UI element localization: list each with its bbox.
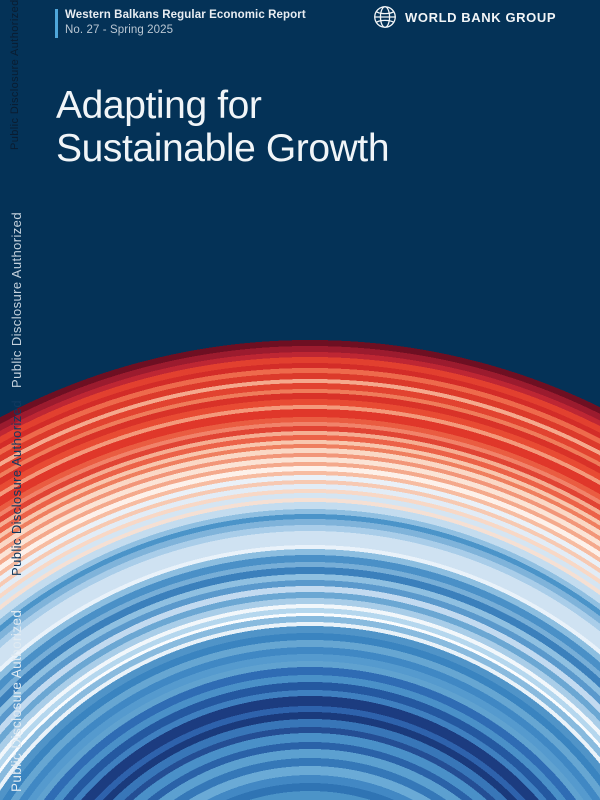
report-edition: No. 27 - Spring 2025 bbox=[65, 23, 174, 36]
report-series-title: Western Balkans Regular Economic Report bbox=[65, 9, 306, 21]
world-bank-group-wordmark: WORLD BANK GROUP bbox=[405, 9, 557, 25]
title-line-2: Sustainable Growth bbox=[56, 127, 390, 170]
globe-icon bbox=[374, 6, 396, 28]
series-accent-bar bbox=[55, 9, 58, 38]
world-bank-group-logo: WORLD BANK GROUP bbox=[372, 4, 556, 30]
title-line-1: Adapting for bbox=[56, 84, 262, 127]
report-series-block: Western Balkans Regular Economic Report … bbox=[55, 8, 306, 38]
report-title: Adapting for Sustainable Growth bbox=[56, 84, 390, 170]
public-disclosure-stamp: Public Disclosure Authorized bbox=[9, 609, 24, 792]
cover-header: Western Balkans Regular Economic Report … bbox=[0, 0, 600, 48]
public-disclosure-stamp: Public Disclosure Authorized bbox=[9, 400, 24, 576]
public-disclosure-stamp: Public Disclosure Authorized bbox=[9, 212, 24, 388]
